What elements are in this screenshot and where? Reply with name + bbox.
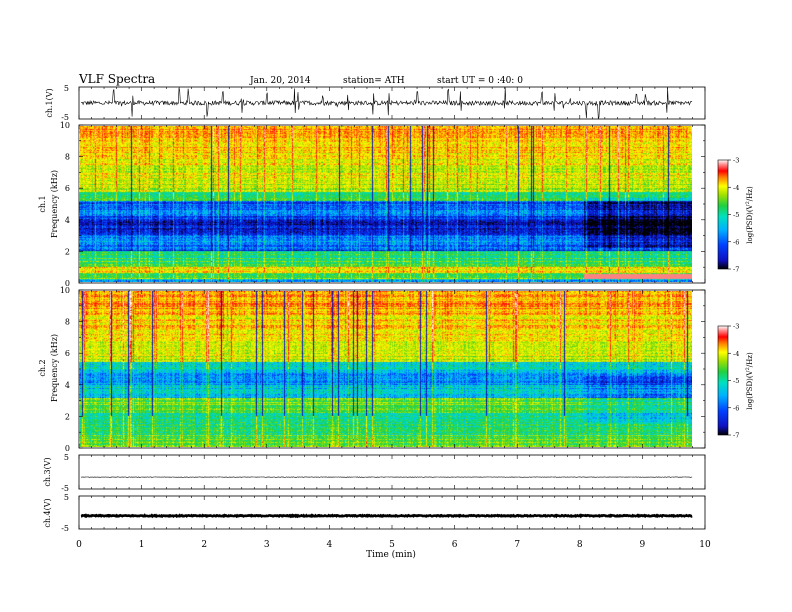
x-tick-label: 3 [264,540,270,550]
y-tick-label: 8 [65,153,70,162]
ch1-ytick-bottom: -5 [61,113,69,122]
date-label: Jan. 20, 2014 [249,76,311,86]
ch2-colorbar [717,325,729,436]
ch4-waveform-ylabel: ch.4(V) [43,498,52,527]
ch3-waveform-ylabel: ch.3(V) [43,457,52,486]
y-tick-label: 2 [65,412,70,421]
x-tick-label: 1 [139,540,145,550]
y-tick-label: 10 [60,286,70,295]
time-axis-tick-labels: 0 1 2 3 4 5 6 7 8 9 10 [76,540,711,550]
colorbar-tick-label: -7 [733,432,739,440]
ch3-ytick-top: 5 [64,453,69,462]
y-tick-label: 6 [65,349,70,358]
ch2-frequency-label: Frequency (kHz) [50,334,59,402]
colorbar-tick-label: -6 [733,238,739,246]
x-tick-label: 5 [389,540,395,550]
x-tick-label: 0 [76,540,82,550]
x-tick-label: 10 [699,540,711,550]
station-label: station= ATH [343,76,405,86]
y-tick-label: 4 [65,216,70,225]
ch1-colorbar [717,159,729,270]
ch2-colorbar-label: log(PSD)(V2/Hz) [745,352,754,410]
ch4-waveform-trace [80,513,693,519]
start-time-label: start UT = 0 :40: 0 [437,76,523,86]
ch1-ytick-top: 5 [64,84,69,93]
x-tick-label: 6 [452,540,458,550]
colorbar-tick-label: -4 [733,350,739,358]
ch3-waveform-frame [78,454,706,490]
colorbar-tick-label: -7 [733,266,739,274]
ch2-channel-label: ch.2 [38,359,47,376]
y-tick-label: 10 [60,121,70,130]
figure-title: VLF Spectra [78,72,155,86]
ch1-waveform-ylabel: ch.1(V) [45,88,54,117]
ch2-spectrogram-image [79,291,692,447]
x-tick-label: 4 [327,540,333,550]
y-tick-label: 0 [65,444,70,453]
ch4-ytick-top: 5 [64,493,69,502]
colorbar-tick-label: -6 [733,404,739,412]
y-tick-label: 2 [65,247,70,256]
ch2-spectrogram-yticks: 0 2 4 6 8 10 [60,286,705,453]
ch4-waveform-panel: 5 -5 ch.4(V) [43,493,706,533]
ch2-colorbar-ticks: -3 -4 -5 -6 -7 [728,323,739,440]
ch1-spectrogram-yticks: 0 2 4 6 8 10 [60,121,705,288]
ch1-frequency-label: Frequency (kHz) [50,170,59,238]
y-tick-label: 0 [65,279,70,288]
ch1-waveform-trace [80,87,693,119]
x-tick-label: 9 [640,540,646,550]
ch1-spectrogram-image [79,126,692,282]
y-tick-label: 8 [65,318,70,327]
colorbar-tick-label: -5 [733,377,739,385]
ch1-waveform-panel: 5 -5 ch.1(V) [45,84,706,122]
y-tick-label: 6 [65,184,70,193]
ch3-waveform-trace [80,476,693,478]
ch3-waveform-panel: 5 -5 ch.3(V) [43,453,706,493]
time-axis-ticks [78,87,706,529]
time-axis-label: Time (min) [366,549,416,560]
y-tick-label: 4 [65,381,70,390]
colorbar-tick-label: -4 [733,184,739,192]
colorbar-tick-label: -3 [733,323,739,331]
x-tick-label: 7 [514,540,520,550]
colorbar-tick-label: -5 [733,211,739,219]
colorbar-tick-label: -3 [733,157,739,165]
ch1-colorbar-ticks: -3 -4 -5 -6 -7 [728,157,739,274]
ch1-colorbar-label: log(PSD)(V2/Hz) [745,186,754,244]
x-tick-label: 8 [577,540,583,550]
ch4-ytick-bottom: -5 [61,524,69,533]
ch4-waveform-frame [78,495,706,530]
ch1-channel-label: ch.1 [38,195,47,212]
ch3-ytick-bottom: -5 [61,484,69,493]
x-tick-label: 2 [201,540,207,550]
